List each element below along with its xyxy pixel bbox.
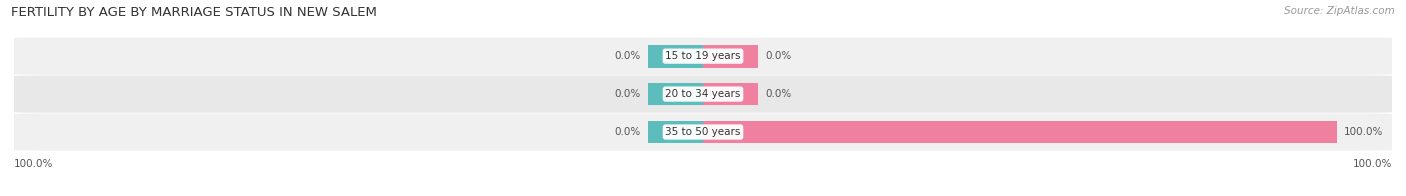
Text: 20 to 34 years: 20 to 34 years [665, 89, 741, 99]
Bar [703, 83, 758, 105]
Text: 0.0%: 0.0% [614, 89, 641, 99]
Text: 15 to 19 years: 15 to 19 years [665, 51, 741, 61]
FancyBboxPatch shape [7, 113, 1399, 151]
Text: Source: ZipAtlas.com: Source: ZipAtlas.com [1284, 6, 1395, 16]
Text: FERTILITY BY AGE BY MARRIAGE STATUS IN NEW SALEM: FERTILITY BY AGE BY MARRIAGE STATUS IN N… [11, 6, 377, 19]
Bar [648, 45, 703, 68]
Text: 0.0%: 0.0% [765, 51, 792, 61]
Text: 35 to 50 years: 35 to 50 years [665, 127, 741, 137]
Bar [703, 121, 1337, 143]
FancyBboxPatch shape [7, 38, 1399, 75]
Text: 0.0%: 0.0% [614, 127, 641, 137]
Bar [648, 121, 703, 143]
Text: 0.0%: 0.0% [614, 51, 641, 61]
Bar [703, 45, 758, 68]
Text: 0.0%: 0.0% [765, 89, 792, 99]
Bar [648, 83, 703, 105]
Text: 100.0%: 100.0% [1353, 159, 1392, 169]
FancyBboxPatch shape [7, 75, 1399, 113]
Text: 100.0%: 100.0% [1344, 127, 1384, 137]
Text: 100.0%: 100.0% [14, 159, 53, 169]
